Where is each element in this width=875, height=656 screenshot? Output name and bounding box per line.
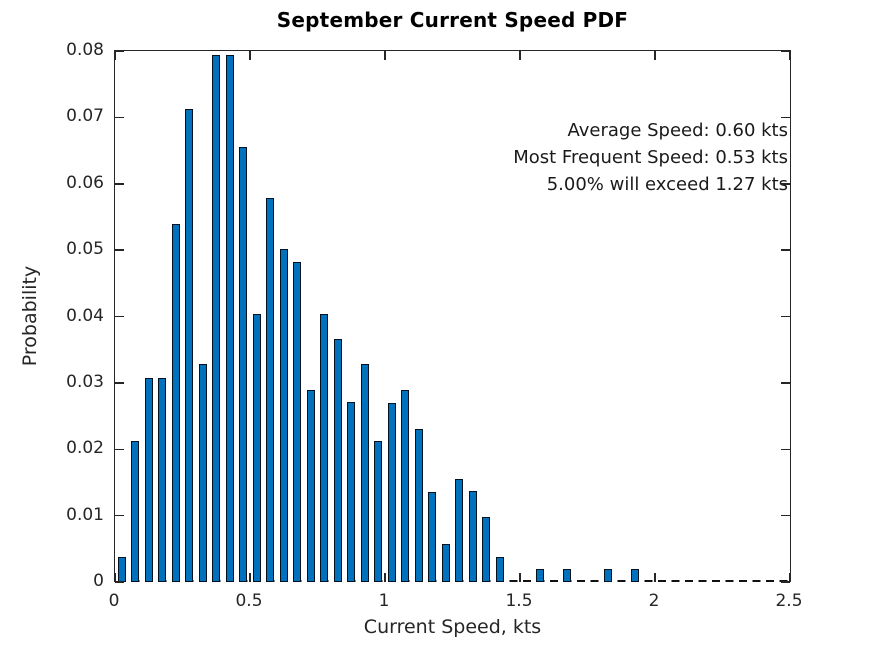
y-tick-left xyxy=(115,382,124,384)
y-tick-right xyxy=(781,581,790,583)
x-tick-top xyxy=(654,51,656,60)
y-tick-left xyxy=(115,315,124,318)
histogram-bar xyxy=(536,569,545,582)
x-tick-label: 2 xyxy=(648,591,660,611)
y-tick-right xyxy=(781,382,790,384)
histogram-bar xyxy=(441,544,450,582)
histogram-bar xyxy=(468,491,477,582)
x-tick-bottom xyxy=(384,573,386,582)
y-tick-label: 0.04 xyxy=(66,305,104,326)
y-tick-left xyxy=(115,116,124,119)
histogram-bar xyxy=(266,198,275,582)
y-tick-label: 0 xyxy=(93,571,104,591)
y-tick-right xyxy=(781,249,790,251)
histogram-bar xyxy=(185,109,194,582)
histogram-bar xyxy=(252,314,261,582)
annotation-exceedance-speed: 5.00% will exceed 1.27 kts xyxy=(546,174,788,195)
histogram-bar xyxy=(239,147,248,582)
plot-area xyxy=(114,50,791,583)
histogram-bar xyxy=(225,55,234,582)
histogram-bar xyxy=(333,339,342,582)
y-tick-left xyxy=(115,183,124,185)
annotation-most-frequent-speed: Most Frequent Speed: 0.53 kts xyxy=(513,147,788,168)
x-axis-label: Current Speed, kts xyxy=(363,616,542,638)
annotation-block: Average Speed: 0.60 kts Most Frequent Sp… xyxy=(513,117,788,198)
histogram-bar xyxy=(630,569,639,582)
histogram-bar xyxy=(455,479,464,582)
histogram-bar xyxy=(117,557,126,582)
x-tick-label: 1 xyxy=(378,591,390,611)
y-tick-right xyxy=(781,50,790,52)
y-tick-right xyxy=(781,116,790,119)
y-tick-left xyxy=(115,581,124,583)
histogram-bar xyxy=(428,492,437,582)
x-tick-bottom xyxy=(789,573,791,582)
histogram-bar xyxy=(495,557,504,582)
histogram-bar xyxy=(347,402,356,582)
y-tick-label: 0.07 xyxy=(66,106,104,127)
y-tick-left xyxy=(115,249,124,251)
histogram-bar xyxy=(279,249,288,582)
x-tick-top xyxy=(789,51,791,60)
x-tick-top xyxy=(519,51,521,60)
x-tick-bottom xyxy=(519,573,521,582)
histogram-bar xyxy=(144,378,153,582)
y-tick-label: 0.02 xyxy=(66,438,104,459)
y-tick-right xyxy=(781,315,790,318)
y-tick-right xyxy=(781,183,790,185)
chart-title: September Current Speed PDF xyxy=(276,8,629,32)
histogram-bar xyxy=(158,378,167,582)
histogram-bar xyxy=(360,364,369,582)
histogram-bar xyxy=(387,403,396,582)
x-tick-label: 2.5 xyxy=(775,591,803,611)
histogram-bar xyxy=(401,390,410,582)
x-tick-label: 0.5 xyxy=(235,591,263,611)
y-tick-label: 0.06 xyxy=(66,172,104,193)
histogram-bar xyxy=(293,262,302,582)
histogram-bar xyxy=(482,517,491,582)
x-axis-baseline-dashed xyxy=(115,580,790,582)
y-tick-left xyxy=(115,50,124,52)
histogram-bar xyxy=(131,441,140,582)
y-tick-label: 0.08 xyxy=(66,40,104,60)
histogram-bar xyxy=(171,224,180,582)
histogram-bar xyxy=(306,390,315,582)
histogram-bar xyxy=(374,441,383,582)
x-tick-bottom xyxy=(114,573,116,582)
histogram-bar xyxy=(563,569,572,582)
y-tick-right xyxy=(781,514,790,517)
y-tick-label: 0.05 xyxy=(66,239,104,260)
y-tick-left xyxy=(115,514,124,517)
x-tick-top xyxy=(114,51,116,60)
x-tick-bottom xyxy=(249,573,251,582)
x-tick-label: 0 xyxy=(108,591,120,611)
histogram-bar xyxy=(212,55,221,582)
histogram-bar xyxy=(414,429,423,582)
x-tick-label: 1.5 xyxy=(505,591,533,611)
y-tick-left xyxy=(115,448,124,450)
histogram-bar xyxy=(320,314,329,582)
histogram-bar xyxy=(603,569,612,582)
x-tick-top xyxy=(384,51,386,60)
y-tick-label: 0.03 xyxy=(66,371,104,392)
annotation-average-speed: Average Speed: 0.60 kts xyxy=(567,120,788,141)
x-tick-bottom xyxy=(654,573,656,582)
x-tick-top xyxy=(249,51,251,60)
y-tick-right xyxy=(781,448,790,450)
histogram-bar xyxy=(198,364,207,582)
y-tick-label: 0.01 xyxy=(66,504,104,525)
